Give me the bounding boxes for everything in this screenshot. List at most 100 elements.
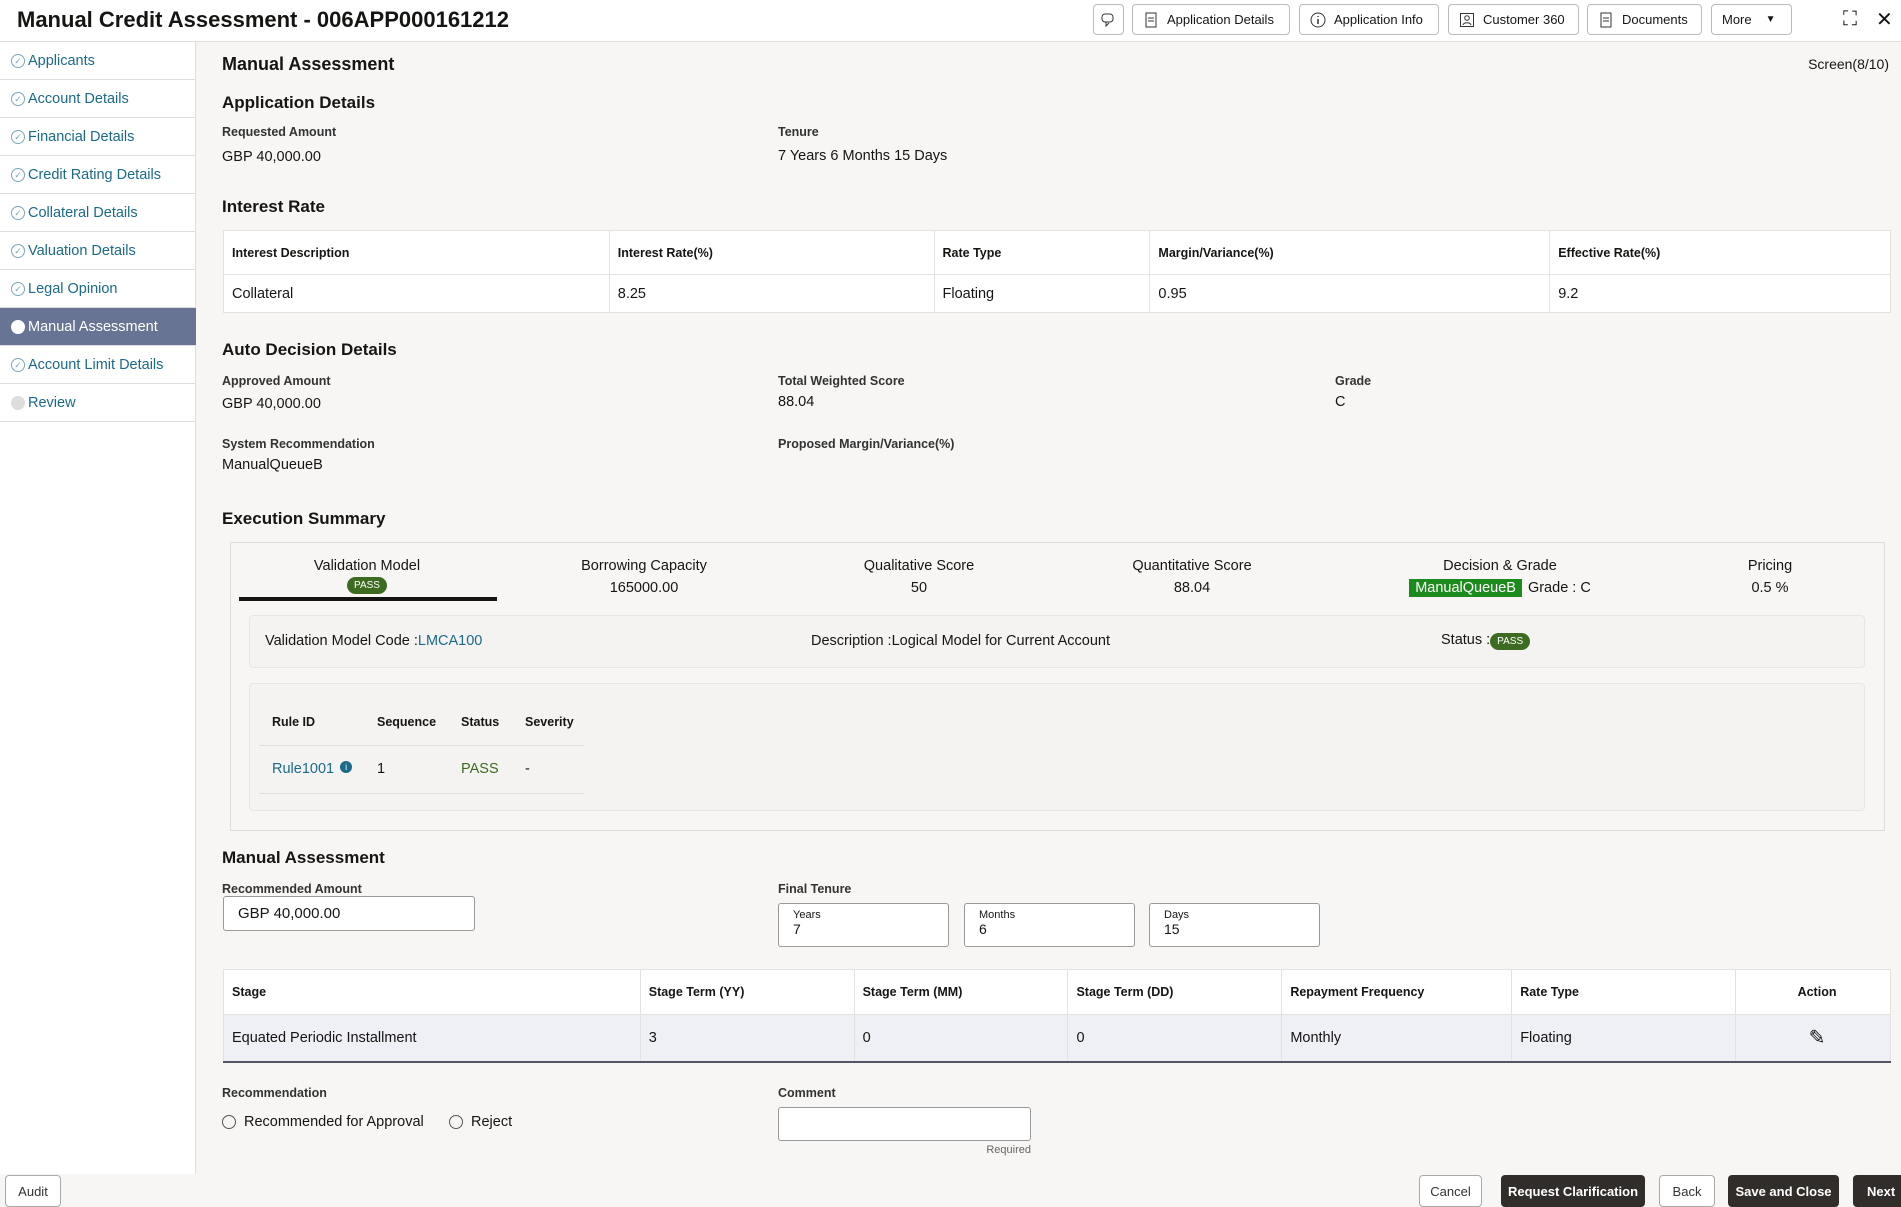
grade-text: Grade : C [1527, 580, 1591, 596]
tab-value: 88.04 [1173, 580, 1211, 596]
save-and-close-button[interactable]: Save and Close [1728, 1175, 1839, 1207]
radio-label: Recommended for Approval [244, 1114, 424, 1130]
request-clarification-button[interactable]: Request Clarification [1501, 1175, 1645, 1207]
next-button[interactable]: Next [1853, 1175, 1901, 1207]
check-circle-icon: ✓ [11, 54, 25, 68]
column-header: Repayment Frequency [1281, 969, 1513, 1015]
sidebar-item-label: Collateral Details [28, 204, 138, 221]
customer-360-button[interactable]: Customer 360 [1448, 4, 1579, 35]
table-row: Collateral 8.25 Floating 0.95 9.2 [223, 274, 1891, 313]
sidebar-item-label: Financial Details [28, 128, 135, 145]
sidebar-item-review[interactable]: Review [0, 384, 196, 422]
close-icon[interactable]: ✕ [1876, 9, 1893, 31]
screen-indicator: Screen(8/10) [1808, 56, 1889, 72]
recommended-amount-label: Recommended Amount [222, 882, 362, 896]
sidebar-item-legal-opinion[interactable]: ✓ Legal Opinion [0, 270, 196, 308]
application-info-button[interactable]: Application Info [1299, 4, 1439, 35]
recommended-amount-input[interactable]: GBP 40,000.00 [223, 896, 475, 931]
table-header-row: Interest Description Interest Rate(%) Rate… [223, 230, 1891, 275]
sidebar: ✓ Applicants ✓ Account Details ✓ Financial De… [0, 42, 196, 1174]
more-button[interactable]: More ▼ [1711, 4, 1792, 35]
audit-button[interactable]: Audit [5, 1175, 61, 1207]
approved-amount-label: Approved Amount [222, 374, 331, 388]
grade-label: Grade [1335, 374, 1372, 388]
rule-column-header: Status [461, 715, 500, 729]
table-row: Equated Periodic Installment 3 0 0 Monthly Fl… [223, 1014, 1891, 1062]
tab-pricing[interactable]: Pricing 0.5 % [1660, 558, 1880, 596]
step-dot-icon [11, 396, 25, 410]
divider [259, 793, 584, 794]
tab-decision-grade[interactable]: Decision & Grade ManualQueueB Grade : C [1390, 558, 1610, 597]
sidebar-item-collateral-details[interactable]: ✓ Collateral Details [0, 194, 196, 232]
radio-recommended-for-approval[interactable]: Recommended for Approval [222, 1114, 424, 1130]
tab-label: Borrowing Capacity [581, 558, 707, 574]
sidebar-item-account-details[interactable]: ✓ Account Details [0, 80, 196, 118]
rule-cell: 1 [377, 761, 386, 777]
days-label: Days [1164, 909, 1190, 921]
tab-label: Validation Model [313, 558, 421, 574]
sidebar-item-manual-assessment[interactable]: Manual Assessment [0, 308, 196, 346]
documents-button[interactable]: Documents [1587, 4, 1702, 35]
button-label: More [1722, 12, 1752, 27]
tab-qualitative-score[interactable]: Qualitative Score 50 [809, 558, 1029, 596]
sidebar-item-label: Applicants [28, 52, 95, 69]
chat-button[interactable] [1093, 4, 1124, 35]
sidebar-item-label: Legal Opinion [28, 280, 118, 297]
tab-value: PASS [257, 576, 477, 594]
days-value: 15 [1164, 921, 1180, 937]
status-badge: PASS [1490, 633, 1531, 650]
rule-cell: PASS [461, 761, 499, 777]
rule-id-link[interactable]: Rule1001 i [272, 761, 353, 777]
info-icon[interactable]: i [340, 761, 353, 773]
document-icon [1145, 12, 1157, 27]
model-code-label: Validation Model Code : [265, 633, 418, 649]
model-code: Validation Model Code :LMCA100 [265, 633, 482, 649]
check-circle-icon: ✓ [11, 244, 25, 258]
sidebar-item-label: Valuation Details [28, 242, 136, 259]
check-circle-icon: ✓ [11, 206, 25, 220]
tenure-value: 7 Years 6 Months 15 Days [778, 148, 948, 164]
comment-input[interactable] [778, 1107, 1031, 1141]
tenure-label: Tenure [778, 125, 819, 139]
required-hint: Required [986, 1144, 1031, 1156]
fullscreen-icon[interactable]: ⛶ [1843, 8, 1857, 30]
decision-badge: ManualQueueB [1409, 579, 1522, 597]
sidebar-item-applicants[interactable]: ✓ Applicants [0, 42, 196, 80]
sidebar-item-account-limit-details[interactable]: ✓ Account Limit Details [0, 346, 196, 384]
model-code-link[interactable]: LMCA100 [417, 633, 483, 649]
years-input[interactable]: Years 7 [778, 903, 949, 947]
column-header: Stage [223, 969, 641, 1015]
rule-cell: - [525, 761, 530, 777]
months-input[interactable]: Months 6 [964, 903, 1135, 947]
application-details-button[interactable]: Application Details [1132, 4, 1290, 35]
check-circle-icon: ✓ [11, 92, 25, 106]
rule-column-header: Sequence [377, 715, 437, 729]
sidebar-item-valuation-details[interactable]: ✓ Valuation Details [0, 232, 196, 270]
table-cell: Monthly [1281, 1014, 1513, 1062]
sidebar-item-credit-rating-details[interactable]: ✓ Credit Rating Details [0, 156, 196, 194]
back-button[interactable]: Back [1659, 1175, 1715, 1207]
tab-quantitative-score[interactable]: Quantitative Score 88.04 [1082, 558, 1302, 596]
tab-validation-model[interactable]: Validation Model PASS [257, 558, 477, 594]
interest-rate-heading: Interest Rate [222, 197, 325, 216]
edit-pencil-icon[interactable]: ✎ [1808, 1027, 1826, 1050]
recommended-amount-value: GBP 40,000.00 [238, 905, 341, 922]
tab-value: 50 [910, 580, 928, 596]
user-card-icon [1460, 12, 1474, 27]
sidebar-item-financial-details[interactable]: ✓ Financial Details [0, 118, 196, 156]
cancel-button[interactable]: Cancel [1419, 1175, 1482, 1207]
column-header: Interest Rate(%) [608, 230, 935, 275]
radio-label: Reject [471, 1114, 513, 1130]
check-circle-icon: ✓ [11, 358, 25, 372]
days-input[interactable]: Days 15 [1149, 903, 1320, 947]
tab-borrowing-capacity[interactable]: Borrowing Capacity 165000.00 [534, 558, 754, 596]
auto-decision-heading: Auto Decision Details [222, 340, 397, 359]
recommendation-label: Recommendation [222, 1086, 327, 1100]
sidebar-item-label: Account Details [28, 90, 129, 107]
sidebar-item-label: Account Limit Details [28, 356, 164, 373]
requested-amount-value: GBP 40,000.00 [222, 149, 321, 165]
radio-reject[interactable]: Reject [449, 1114, 512, 1130]
check-circle-icon: ✓ [11, 168, 25, 182]
column-header: Stage Term (YY) [639, 969, 855, 1015]
column-header: Action [1735, 969, 1891, 1015]
